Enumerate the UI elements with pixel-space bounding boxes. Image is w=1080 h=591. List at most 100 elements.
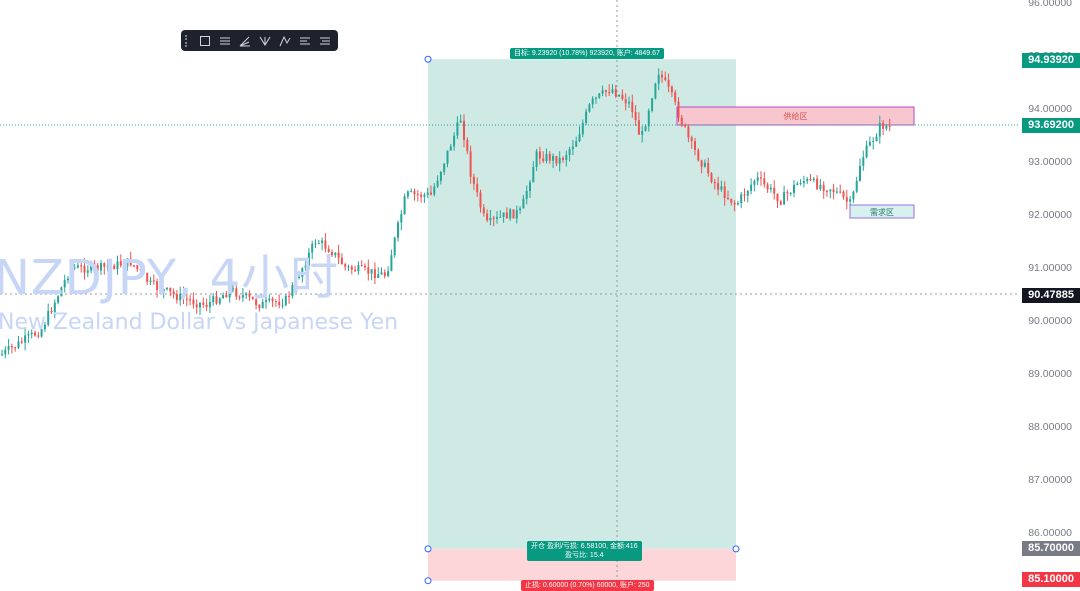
drag-handle-icon[interactable] [185, 34, 191, 47]
candle-body [641, 131, 644, 135]
candle-body [172, 291, 175, 295]
candle-body [472, 176, 475, 184]
candle-body [321, 240, 324, 243]
candle-body [47, 310, 50, 325]
candle-body [76, 265, 79, 268]
candle-body [456, 122, 459, 136]
candle-body [235, 288, 238, 297]
candle-body [413, 191, 416, 195]
candle-body [888, 125, 891, 127]
candle-body [859, 165, 861, 181]
crosshair-price-label: 90.47885 [1022, 288, 1080, 303]
candle-body [816, 178, 819, 189]
candle-body [505, 212, 508, 219]
demand-zone [849, 204, 915, 219]
candle-body [598, 93, 601, 98]
candle-body [515, 210, 518, 219]
candle-body [162, 289, 165, 292]
candle-body [251, 296, 254, 300]
candle-body [159, 290, 162, 292]
candle-body [591, 98, 594, 105]
candle-body [232, 288, 234, 290]
rectangle-icon[interactable] [197, 33, 213, 49]
stop-info-label[interactable]: 止损: 0.60000 (0.70%) 60000, 账户: 250 [521, 580, 654, 591]
price-axis-tick: 88.00000 [1028, 421, 1072, 433]
candle-body [40, 329, 43, 337]
candle-body [149, 280, 152, 282]
price-axis-tick: 90.00000 [1028, 315, 1072, 327]
candle-body [380, 272, 383, 275]
candle-body [489, 217, 492, 221]
stop-price-label: 85.10000 [1022, 572, 1080, 587]
candle-body [142, 270, 145, 274]
candle-body [713, 182, 716, 184]
pitchfork-icon[interactable] [257, 33, 273, 49]
candle-body [311, 243, 314, 253]
settings-lines-icon[interactable] [297, 33, 313, 49]
candle-body [390, 255, 393, 272]
candle-body [420, 194, 423, 197]
candle-body [664, 77, 667, 80]
candle-body [70, 267, 73, 279]
candle-body [20, 341, 23, 343]
target-info-label[interactable]: 目标: 9.23920 (10.78%) 923920, 账户: 4849.67 [510, 48, 664, 59]
candle-body [334, 252, 337, 256]
entry-info-label[interactable]: 开仓 盈利/亏损: 6.58100, 金额:416 盈亏比: 15.4 [527, 541, 642, 561]
candle-body [433, 186, 436, 195]
candle-body [703, 162, 706, 167]
path-icon[interactable] [277, 33, 293, 49]
position-handle[interactable] [424, 577, 432, 585]
candle-body [228, 289, 231, 298]
candle-body [459, 120, 462, 123]
candle-body [872, 141, 875, 143]
candle-body [258, 304, 261, 309]
candle-body [139, 269, 142, 271]
candle-body [63, 280, 66, 288]
more-lines-icon[interactable] [317, 33, 333, 49]
candle-body [344, 264, 347, 267]
candle-body [740, 194, 743, 204]
position-handle[interactable] [424, 55, 432, 63]
candle-body [169, 287, 172, 292]
candle-body [849, 199, 852, 202]
candle-body [337, 252, 340, 258]
candle-body [532, 166, 535, 183]
position-handle[interactable] [732, 545, 740, 553]
candle-body [4, 349, 7, 355]
candle-body [783, 192, 786, 205]
candle-body [182, 293, 185, 299]
candle-body [535, 151, 538, 167]
candle-body [601, 90, 604, 94]
candle-body [106, 266, 109, 268]
candle-body [93, 263, 96, 266]
candle-body [690, 137, 693, 142]
candle-body [387, 271, 390, 277]
candle-body [383, 272, 386, 277]
candle-body [185, 298, 188, 300]
position-handle[interactable] [424, 545, 432, 553]
candle-body [588, 104, 591, 112]
candle-body [571, 146, 574, 150]
candle-body [568, 149, 571, 155]
drawing-toolbar[interactable] [181, 30, 338, 51]
candle-body [291, 284, 294, 297]
candle-body [680, 117, 683, 125]
fib-icon[interactable] [217, 33, 233, 49]
candle-body [14, 347, 17, 349]
candle-body [492, 217, 495, 219]
candle-body [30, 332, 33, 335]
candle-body [624, 99, 627, 104]
angle-icon[interactable] [237, 33, 253, 49]
price-axis-tick: 87.00000 [1028, 474, 1072, 486]
candle-body [730, 198, 733, 203]
candle-body [657, 74, 660, 84]
candle-body [152, 280, 155, 282]
candle-body [307, 252, 310, 266]
candle-body [60, 287, 63, 297]
candle-body [265, 300, 267, 302]
candle-body [271, 298, 274, 302]
candle-body [875, 136, 878, 142]
candle-body [357, 265, 360, 272]
